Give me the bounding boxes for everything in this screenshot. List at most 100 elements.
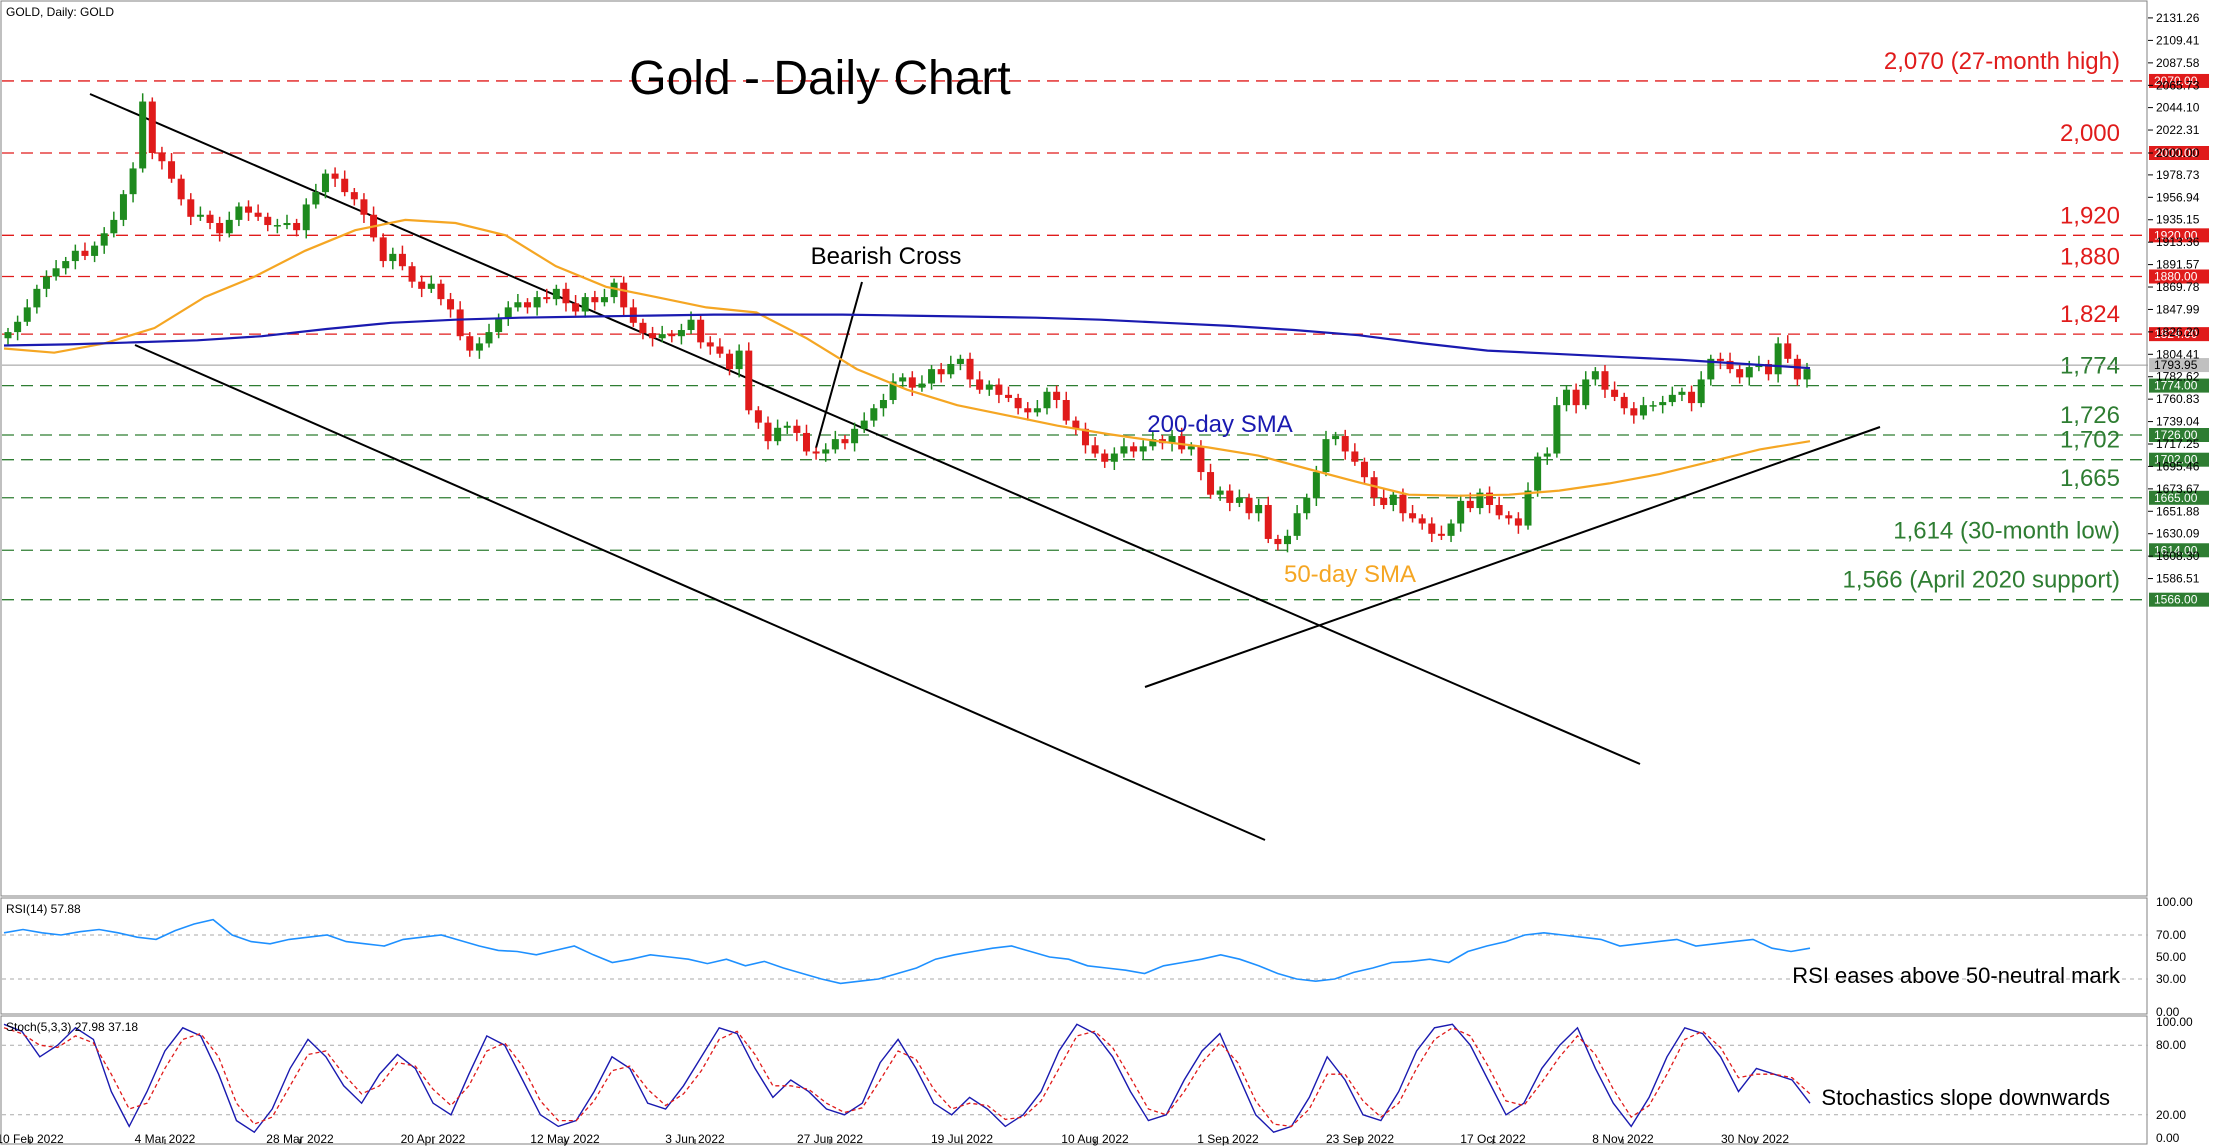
candle-body xyxy=(1514,518,1522,526)
candle-body xyxy=(1235,497,1243,503)
channel-lower-line xyxy=(134,344,1266,841)
candle-body xyxy=(1264,504,1272,539)
candle-body xyxy=(735,350,743,370)
level-tag-box xyxy=(2149,146,2209,160)
level-tag-box xyxy=(2149,452,2209,467)
level-tag-text: 1824.00 xyxy=(2154,327,2198,341)
candle-body xyxy=(783,425,791,428)
candle-body xyxy=(360,199,368,215)
rsi-tick-label: 70.00 xyxy=(2156,928,2186,942)
header-symbol: GOLD, Daily: GOLD xyxy=(6,5,114,19)
candle-body xyxy=(1360,461,1368,478)
candle-body xyxy=(398,253,406,267)
candle-body xyxy=(254,212,262,217)
candle-body xyxy=(1303,497,1311,514)
candle-body xyxy=(427,283,435,289)
candle-body xyxy=(1168,436,1176,444)
level-tag-text: 1880.00 xyxy=(2154,270,2198,284)
candle-body xyxy=(1582,379,1590,406)
price-tick-label: 2087.58 xyxy=(2156,56,2200,70)
candle-body xyxy=(379,237,387,262)
candle-body xyxy=(1457,500,1465,524)
candle-body xyxy=(1639,405,1647,416)
candle-body xyxy=(283,222,291,226)
candle-body xyxy=(1043,391,1051,409)
price-tick-label: 1782.62 xyxy=(2156,370,2200,384)
candle-body xyxy=(504,307,512,318)
level-tag-box xyxy=(2149,327,2209,342)
price-tick-label: 1804.41 xyxy=(2156,347,2200,361)
candle-body xyxy=(543,297,551,300)
candle-body xyxy=(879,400,887,409)
bearish-cross-pointer xyxy=(815,281,863,449)
price-axis: 2131.26 2109.41 2087.58 2065.73 2044.10 2022.… xyxy=(2148,11,2200,586)
chart-title: Gold - Daily Chart xyxy=(629,52,1010,105)
candle-body xyxy=(1380,497,1388,505)
candle-body xyxy=(1033,408,1041,413)
stoch-tick-label: 0.00 xyxy=(2156,1131,2180,1145)
trend-lines xyxy=(89,93,1881,841)
rsi-panel-frame xyxy=(0,897,2148,1015)
rsi-label: RSI(14) 57.88 xyxy=(6,902,81,916)
candle-body xyxy=(716,346,724,354)
candle-body xyxy=(1437,533,1445,536)
candle-body xyxy=(1341,436,1349,452)
candle-body xyxy=(1053,391,1061,401)
candle-body xyxy=(1447,523,1455,536)
candle-body xyxy=(100,233,108,246)
sma200-label: 200-day SMA xyxy=(1147,411,1292,438)
time-tick-label: 8 Nov 2022 xyxy=(1592,1132,1654,1146)
candle-body xyxy=(312,192,320,205)
candle-body xyxy=(1553,405,1561,454)
price-tick-label: 1935.15 xyxy=(2156,213,2200,227)
time-tick-label: 20 Apr 2022 xyxy=(401,1132,466,1146)
candle-body xyxy=(706,342,714,347)
price-tick-label: 1956.94 xyxy=(2156,190,2200,204)
candle-body xyxy=(1197,446,1205,473)
current-price-text: 1793.95 xyxy=(2154,358,2198,372)
candle-body xyxy=(726,353,734,370)
candle-body xyxy=(1428,523,1436,534)
candle-body xyxy=(52,268,60,277)
candle-body xyxy=(1688,391,1696,404)
level-tag-box xyxy=(2149,490,2209,505)
candle-body xyxy=(552,288,560,300)
price-tick-label: 1695.46 xyxy=(2156,459,2200,473)
candle-body xyxy=(1524,490,1532,526)
level-label: 1,774 xyxy=(2060,353,2120,380)
candle-body xyxy=(418,281,426,289)
candle-body xyxy=(321,173,329,193)
rsi-line xyxy=(3,918,1811,985)
candle-body xyxy=(1697,379,1705,404)
candle-body xyxy=(956,358,964,364)
candle-body xyxy=(1466,500,1474,509)
candle-body xyxy=(23,307,31,322)
level-tag-text: 2070.00 xyxy=(2154,74,2198,88)
candle-body xyxy=(754,410,762,423)
candle-body xyxy=(1784,343,1792,359)
candle-body xyxy=(677,330,685,337)
price-tick-label: 2022.31 xyxy=(2156,123,2200,137)
candle-body xyxy=(1245,497,1253,514)
candle-body xyxy=(1476,492,1484,509)
candle-body xyxy=(91,245,99,256)
candle-body xyxy=(1611,389,1619,397)
level-tag-box xyxy=(2149,269,2209,284)
rsi-tick-label: 50.00 xyxy=(2156,950,2186,964)
price-tick-label: 1913.36 xyxy=(2156,235,2200,249)
candle-body xyxy=(1255,504,1263,514)
price-tick-label: 1891.57 xyxy=(2156,258,2200,272)
level-label: 1,920 xyxy=(2060,202,2120,229)
candle-body xyxy=(1312,472,1320,498)
candle-body xyxy=(1130,446,1138,452)
candle-body xyxy=(389,253,397,262)
candle-body xyxy=(1649,405,1657,407)
candle-body xyxy=(822,449,830,454)
candle-body xyxy=(860,420,868,429)
level-tag-box xyxy=(2149,543,2209,558)
moving-averages xyxy=(3,218,1811,497)
candle-body xyxy=(581,297,589,312)
level-label: 1,880 xyxy=(2060,244,2120,271)
level-tag-text: 1665.00 xyxy=(2154,491,2198,505)
